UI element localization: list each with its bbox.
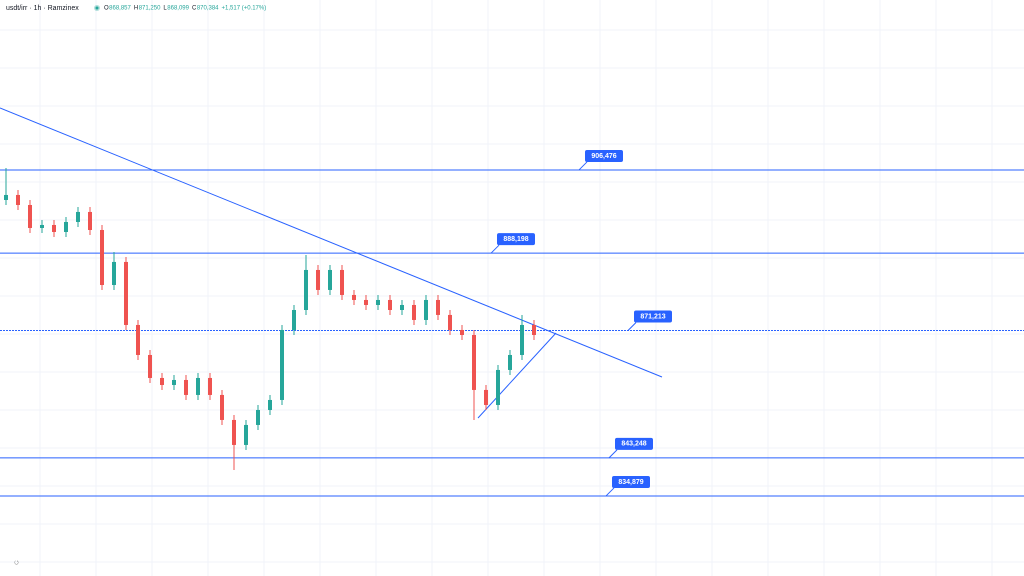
candle-body <box>40 224 44 228</box>
ohlc-value: 870,384 <box>197 6 219 12</box>
candle-body <box>244 424 248 445</box>
ohlc-change: +1,517 (+0.17%) <box>222 6 267 12</box>
candle-body <box>148 354 152 378</box>
level-pointer <box>490 244 500 254</box>
ohlc-label: L <box>163 6 167 12</box>
level-pointer <box>578 161 588 171</box>
level-label: 834,879 <box>618 479 643 486</box>
level-label: 888,198 <box>503 236 528 243</box>
support-line <box>477 332 557 419</box>
level-label-box <box>612 475 650 488</box>
level-pointer <box>627 322 637 331</box>
candle-body <box>268 399 272 410</box>
candle-body <box>4 194 8 200</box>
candle-body <box>352 294 356 300</box>
candle-body <box>16 194 20 205</box>
candle-body <box>520 324 524 355</box>
candle-body <box>460 329 464 335</box>
candle-body <box>484 389 488 405</box>
candle-body <box>52 224 56 232</box>
ohlc-value: 868,857 <box>109 6 131 12</box>
status-dot <box>95 6 99 10</box>
candle-body <box>256 409 260 425</box>
level-label: 871,213 <box>640 313 665 320</box>
trend-line <box>0 107 663 378</box>
candle-body <box>220 394 224 420</box>
level-label: 843,248 <box>621 441 646 448</box>
candle-body <box>124 261 128 325</box>
candle-body <box>232 419 236 445</box>
candle-body <box>532 324 536 335</box>
ohlc-label: O <box>104 6 109 12</box>
candle-body <box>412 304 416 320</box>
level-pointer <box>608 449 618 459</box>
candle-body <box>508 354 512 370</box>
ohlc-label: H <box>134 6 138 12</box>
candle-body <box>292 309 296 330</box>
candle-body <box>88 211 92 230</box>
candle-body <box>100 229 104 285</box>
candle-body <box>496 369 500 405</box>
candle-body <box>280 329 284 400</box>
candle-body <box>112 261 116 285</box>
candle-body <box>376 299 380 305</box>
level-pointer <box>605 487 615 497</box>
candle-body <box>316 269 320 290</box>
level-label: 906,476 <box>591 153 616 160</box>
level-label-box <box>615 437 653 450</box>
candle-body <box>160 377 164 385</box>
ohlc-label: C <box>192 6 197 12</box>
candle-body <box>364 299 368 305</box>
ohlc-value: 871,250 <box>139 6 161 12</box>
level-label-box <box>585 149 623 162</box>
candle-body <box>28 204 32 228</box>
candle-body <box>340 269 344 295</box>
candle-body <box>136 324 140 355</box>
candle-body <box>76 211 80 222</box>
level-label-box <box>634 310 672 323</box>
logo: ၒ <box>14 556 19 566</box>
level-label-box <box>497 233 535 246</box>
candle-body <box>424 299 428 320</box>
candle-body <box>328 269 332 290</box>
candle-body <box>436 299 440 315</box>
candle-body <box>448 314 452 330</box>
candle-body <box>208 377 212 395</box>
ohlc-value: 868,099 <box>167 6 189 12</box>
candle-body <box>400 304 404 310</box>
candle-body <box>184 379 188 395</box>
symbol: usdt/irr · 1h · Ramzinex <box>6 5 79 12</box>
ohlc-readout: O 868,857 H 871,250 L 868,099 C 870,384 +1,517 (… <box>104 6 266 12</box>
candle-body <box>64 221 68 232</box>
candle-body <box>304 269 308 310</box>
candle-body <box>172 379 176 385</box>
candle-body <box>388 299 392 310</box>
candle-body <box>472 334 476 390</box>
candle-body <box>196 377 200 395</box>
